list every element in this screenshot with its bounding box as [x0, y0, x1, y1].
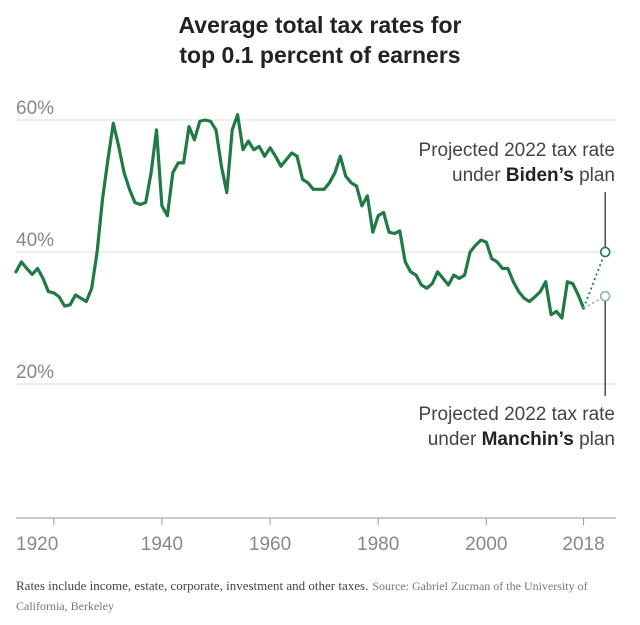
y-axis-ticks: 20% 40% 60%	[16, 98, 54, 383]
y-tick-label-40: 40%	[16, 230, 54, 251]
projections-group	[582, 246, 611, 309]
x-tick-label-2018: 2018	[562, 534, 604, 555]
series-group	[14, 113, 586, 320]
chart-footnote: Rates include income, estate, corporate,…	[16, 576, 616, 616]
y-tick-label-60: 60%	[16, 98, 54, 119]
biden-projection-line	[582, 251, 607, 309]
chart-title-line-2: top 0.1 percent of earners	[179, 42, 461, 68]
series-line-0	[14, 113, 586, 320]
x-tick-label-2000: 2000	[465, 534, 507, 555]
biden-annotation-line-2: under Biden’s plan	[452, 165, 615, 186]
biden-annotation-line-1: Projected 2022 tax rate	[419, 140, 615, 161]
x-tick-label-1920: 1920	[16, 534, 58, 555]
x-tick-label-1980: 1980	[357, 534, 399, 555]
manchin-projection-marker	[599, 290, 611, 302]
chart-title: Average total tax rates for top 0.1 perc…	[0, 10, 640, 70]
note-text: Rates include income, estate, corporate,…	[16, 578, 369, 593]
x-tick-label-1940: 1940	[141, 534, 183, 555]
manchin-annotation-line-2: under Manchin’s plan	[428, 429, 615, 450]
manchin-annotation-line-1: Projected 2022 tax rate	[419, 404, 615, 425]
chart-title-line-1: Average total tax rates for	[178, 12, 462, 38]
biden-projection-marker	[599, 246, 611, 258]
gridlines	[16, 119, 616, 385]
source-text: Source: Gabriel Zucman of the University…	[16, 579, 588, 613]
y-tick-label-20: 20%	[16, 362, 54, 383]
x-tick-label-1960: 1960	[249, 534, 291, 555]
x-axis: 1920 1940 1960 1980 2000 2018	[16, 517, 616, 555]
